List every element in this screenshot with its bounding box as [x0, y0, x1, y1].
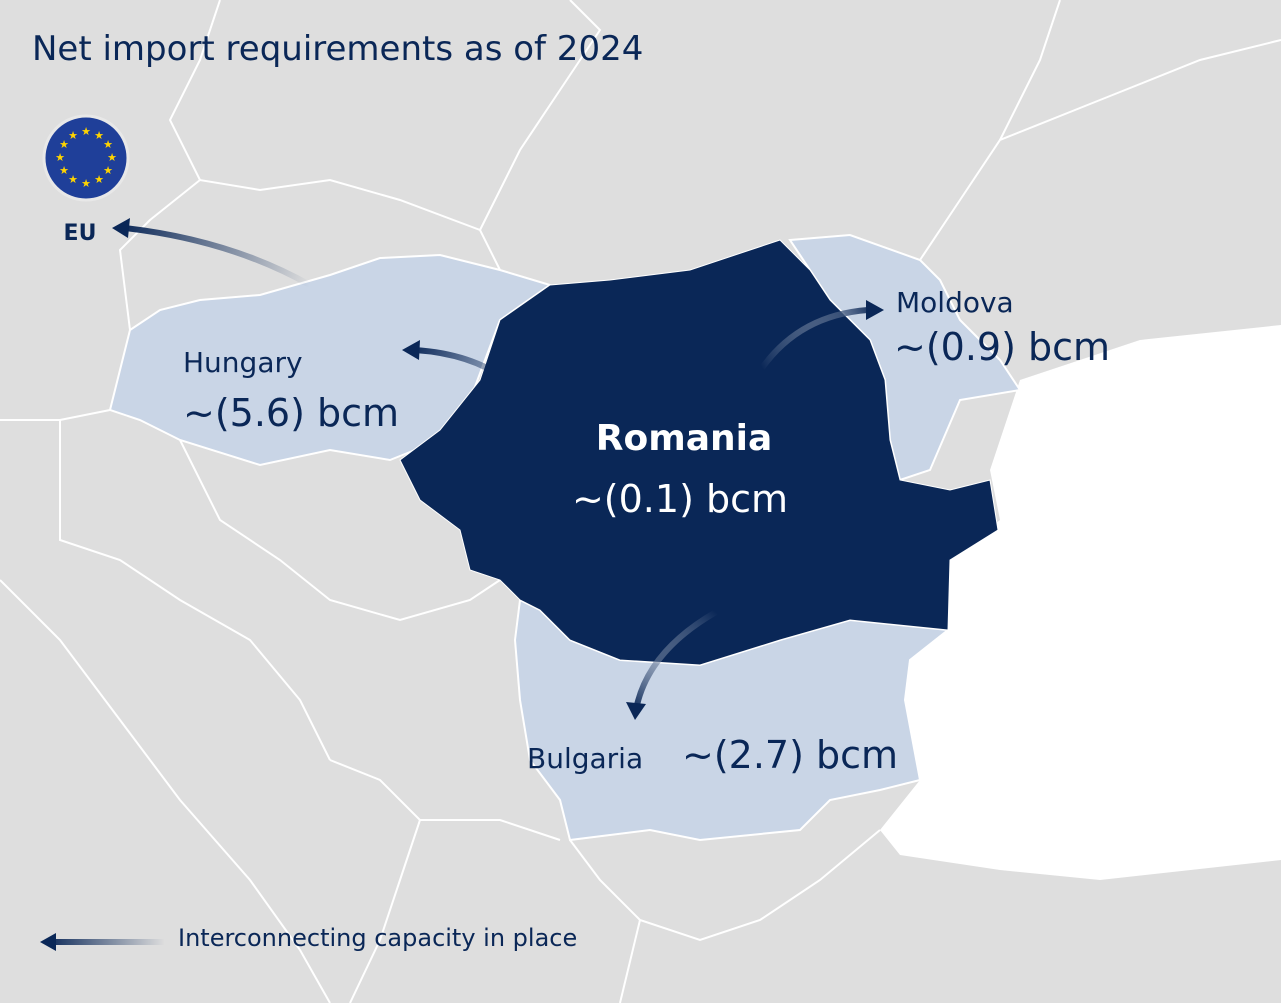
svg-text:★: ★ [94, 129, 104, 142]
svg-text:★: ★ [94, 173, 104, 186]
legend-label: Interconnecting capacity in place [178, 924, 577, 952]
svg-text:★: ★ [103, 138, 113, 151]
svg-text:★: ★ [68, 129, 78, 142]
region-value: ~(5.6) bcm [183, 391, 399, 435]
region-name: Moldova [896, 286, 1014, 319]
svg-text:★: ★ [68, 173, 78, 186]
region-name: Hungary [183, 346, 303, 379]
region-name: Bulgaria [527, 742, 643, 775]
svg-text:★: ★ [55, 151, 65, 164]
region-value: ~(2.7) bcm [682, 733, 898, 777]
eu-flag: ★ ★★ ★★★ ★★★ ★★★ [42, 114, 130, 202]
svg-text:★: ★ [59, 164, 69, 177]
svg-text:★: ★ [81, 177, 91, 190]
svg-text:★: ★ [107, 151, 117, 164]
arrows [40, 218, 884, 951]
region-name: Romania [596, 418, 773, 459]
svg-text:★: ★ [59, 138, 69, 151]
region-value: ~(0.9) bcm [894, 325, 1110, 369]
title: Net import requirements as of 2024 [32, 29, 643, 69]
region-value: ~(0.1) bcm [572, 477, 788, 521]
romania-shape [399, 239, 999, 666]
svg-text:★: ★ [103, 164, 113, 177]
svg-text:★: ★ [81, 125, 91, 138]
eu-label: EU [64, 221, 97, 246]
black-sea [880, 325, 1281, 880]
